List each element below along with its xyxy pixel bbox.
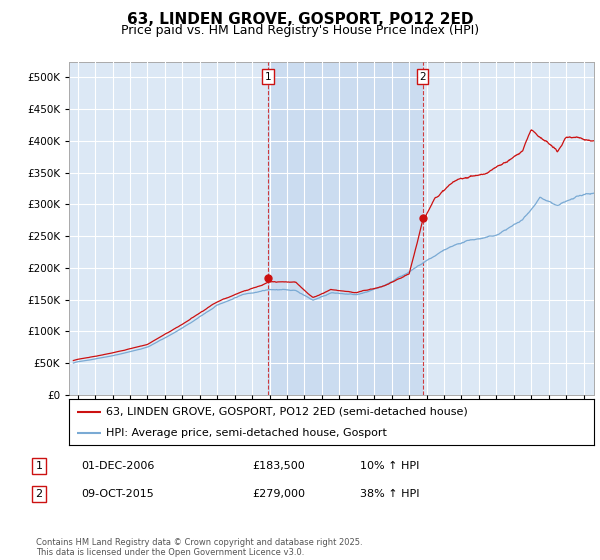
Text: 2: 2 <box>419 72 426 82</box>
Text: 01-DEC-2006: 01-DEC-2006 <box>81 461 154 471</box>
Text: 63, LINDEN GROVE, GOSPORT, PO12 2ED: 63, LINDEN GROVE, GOSPORT, PO12 2ED <box>127 12 473 27</box>
Text: 1: 1 <box>265 72 271 82</box>
Text: HPI: Average price, semi-detached house, Gosport: HPI: Average price, semi-detached house,… <box>106 428 386 438</box>
Text: 10% ↑ HPI: 10% ↑ HPI <box>360 461 419 471</box>
Text: 63, LINDEN GROVE, GOSPORT, PO12 2ED (semi-detached house): 63, LINDEN GROVE, GOSPORT, PO12 2ED (sem… <box>106 407 467 417</box>
Text: £279,000: £279,000 <box>252 489 305 499</box>
Text: Contains HM Land Registry data © Crown copyright and database right 2025.
This d: Contains HM Land Registry data © Crown c… <box>36 538 362 557</box>
Text: 09-OCT-2015: 09-OCT-2015 <box>81 489 154 499</box>
Text: 1: 1 <box>35 461 43 471</box>
Text: 2: 2 <box>35 489 43 499</box>
Text: Price paid vs. HM Land Registry's House Price Index (HPI): Price paid vs. HM Land Registry's House … <box>121 24 479 36</box>
Bar <box>268 62 422 395</box>
Text: 38% ↑ HPI: 38% ↑ HPI <box>360 489 419 499</box>
Text: £183,500: £183,500 <box>252 461 305 471</box>
